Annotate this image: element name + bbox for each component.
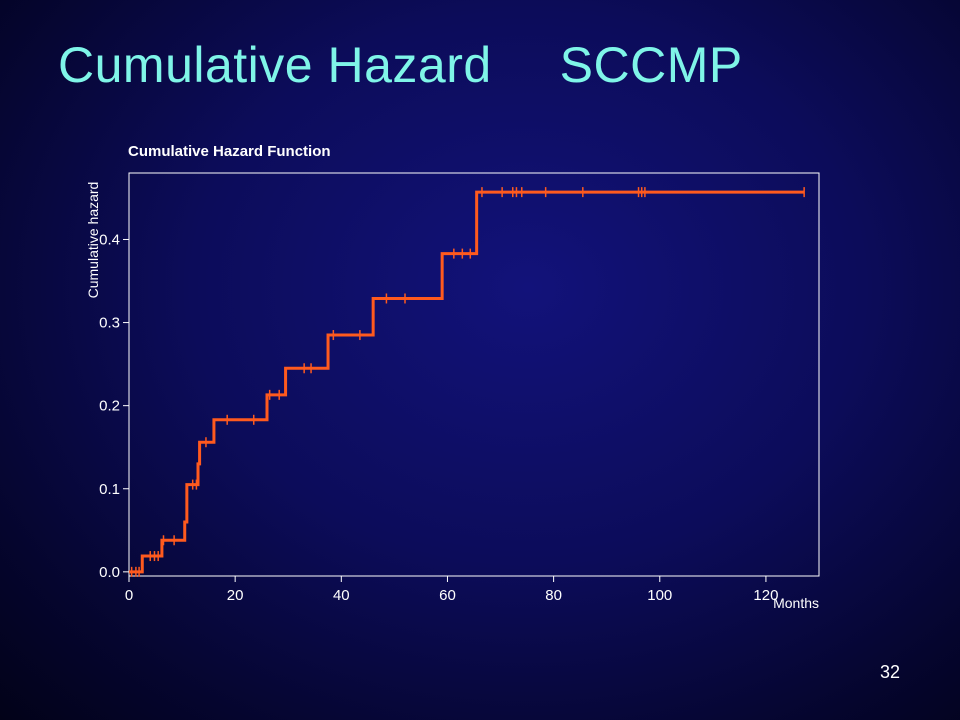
- title-main: Cumulative Hazard: [58, 37, 492, 93]
- x-tick-label-40: 40: [333, 587, 350, 604]
- y-axis-label: Cumulative hazard: [85, 182, 101, 299]
- x-tick-label-100: 100: [647, 587, 672, 604]
- y-tick-label-3: 0.3: [99, 315, 120, 332]
- title-tag: SCCMP: [559, 37, 743, 93]
- y-tick-label-0: 0.0: [99, 564, 120, 581]
- x-tick-label-20: 20: [227, 587, 244, 604]
- x-axis-label: Months: [773, 595, 819, 611]
- axis-ticks: 0 20 40 60 80 100 120 0.0 0.1 0.2 0.3 0.4: [99, 231, 778, 604]
- hazard-series: [129, 187, 805, 577]
- y-tick-label-4: 0.4: [99, 231, 120, 248]
- slide-title: Cumulative Hazard SCCMP: [58, 36, 743, 94]
- page-number: 32: [880, 662, 901, 682]
- x-tick-label-0: 0: [125, 587, 133, 604]
- x-tick-label-60: 60: [439, 587, 456, 604]
- chart-title: Cumulative Hazard Function: [128, 143, 331, 160]
- y-tick-label-2: 0.2: [99, 398, 120, 415]
- plot-frame: [128, 172, 820, 577]
- hazard-step-line: [129, 190, 805, 574]
- x-tick-label-120: 120: [753, 587, 778, 604]
- x-tick-label-80: 80: [545, 587, 562, 604]
- y-tick-label-1: 0.1: [99, 481, 120, 498]
